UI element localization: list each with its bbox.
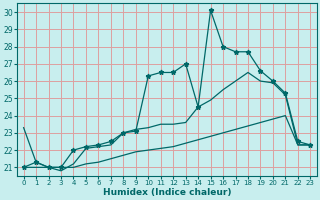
X-axis label: Humidex (Indice chaleur): Humidex (Indice chaleur) xyxy=(103,188,231,197)
